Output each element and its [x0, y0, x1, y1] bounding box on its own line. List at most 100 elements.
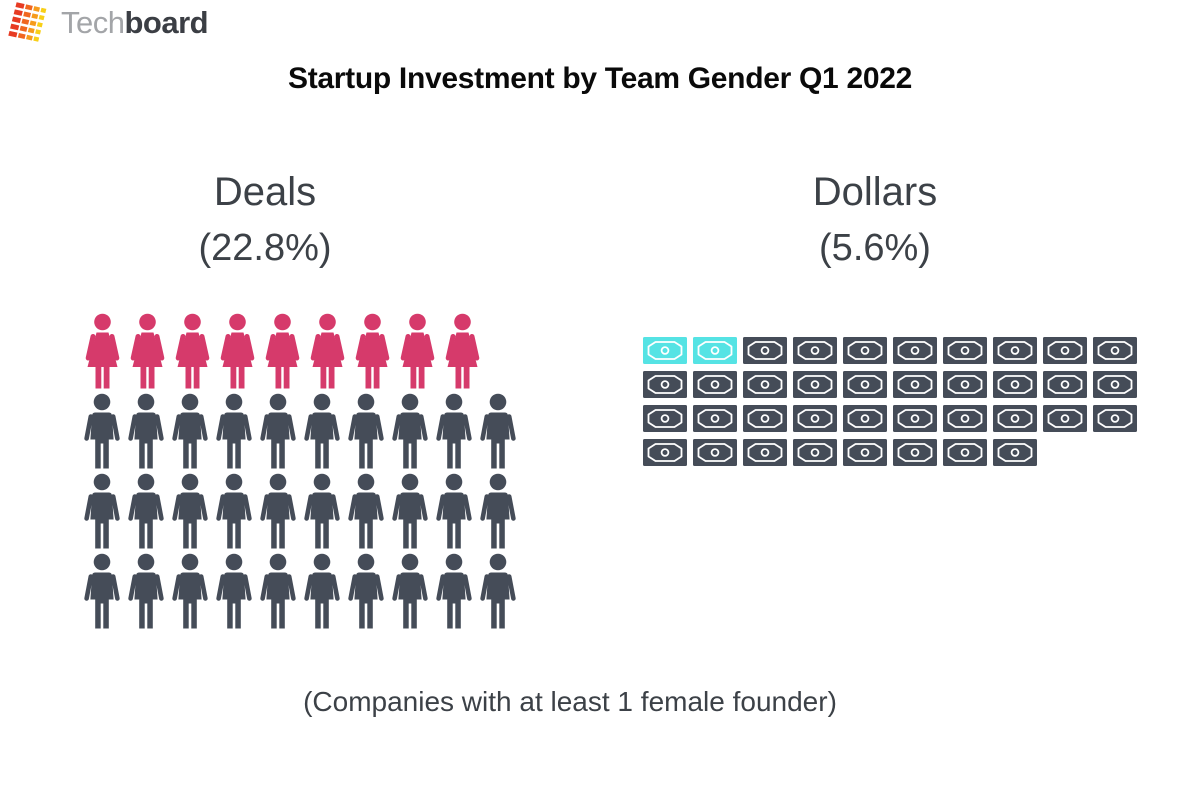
banknote-icon	[1093, 371, 1137, 398]
banknote-icon	[793, 371, 837, 398]
banknote-icon	[1043, 371, 1087, 398]
deals-label: Deals	[213, 170, 317, 214]
female-icon	[170, 313, 215, 391]
banknote-icon	[793, 405, 837, 432]
male-icon	[478, 473, 518, 551]
male-icon	[434, 553, 474, 631]
techboard-logo: Techboard	[8, 2, 209, 44]
male-icon	[346, 473, 386, 551]
banknote-icon	[843, 405, 887, 432]
male-icon	[302, 473, 342, 551]
banknote-icon	[893, 405, 937, 432]
male-icon	[258, 393, 298, 471]
female-icon	[395, 313, 440, 391]
dollars-pictogram	[640, 337, 1143, 466]
banknote-icon	[743, 337, 787, 364]
male-icon	[126, 553, 166, 631]
male-icon	[214, 553, 254, 631]
dollars-icon-row	[643, 439, 1143, 466]
banknote-icon	[993, 439, 1037, 466]
banknote-icon	[993, 337, 1037, 364]
banknote-icon	[1093, 405, 1137, 432]
banknote-icon	[693, 337, 737, 364]
banknote-icon	[1093, 337, 1137, 364]
banknote-icon	[893, 337, 937, 364]
female-icon	[350, 313, 395, 391]
female-icon	[215, 313, 260, 391]
male-icon	[170, 393, 210, 471]
logo-text-board: board	[124, 5, 209, 40]
dollars-icon-row	[643, 371, 1143, 398]
banknote-icon	[993, 405, 1037, 432]
banknote-icon	[1043, 405, 1087, 432]
chart-caption: (Companies with at least 1 female founde…	[303, 686, 837, 717]
male-icon	[390, 473, 430, 551]
deals-icon-row	[80, 473, 520, 551]
male-icon	[302, 393, 342, 471]
banknote-icon	[793, 337, 837, 364]
deals-icon-row	[80, 393, 520, 471]
deals-group: Deals (22.8%)	[80, 170, 520, 633]
deals-icon-row	[80, 553, 520, 631]
banknote-icon	[943, 405, 987, 432]
male-icon	[302, 553, 342, 631]
male-icon	[82, 473, 122, 551]
deals-icon-row	[80, 313, 520, 391]
techboard-logo-icon	[8, 2, 47, 42]
banknote-icon	[993, 371, 1037, 398]
banknote-icon	[943, 439, 987, 466]
banknote-icon	[893, 439, 937, 466]
banknote-icon	[743, 439, 787, 466]
male-icon	[126, 473, 166, 551]
banknote-icon	[643, 405, 687, 432]
male-icon	[346, 553, 386, 631]
banknote-icon	[843, 337, 887, 364]
male-icon	[126, 393, 166, 471]
dollars-percentage: (5.6%)	[819, 227, 931, 269]
male-icon	[478, 553, 518, 631]
banknote-icon	[843, 439, 887, 466]
male-icon	[390, 553, 430, 631]
techboard-logo-text: Techboard	[61, 2, 209, 44]
deals-percentage: (22.8%)	[198, 227, 332, 269]
banknote-icon	[743, 405, 787, 432]
male-icon	[170, 473, 210, 551]
banknote-icon	[643, 371, 687, 398]
male-icon	[434, 473, 474, 551]
male-icon	[258, 473, 298, 551]
dollars-icon-row	[643, 405, 1143, 432]
banknote-icon	[693, 371, 737, 398]
dollars-label: Dollars	[812, 170, 938, 214]
male-icon	[214, 473, 254, 551]
female-icon	[305, 313, 350, 391]
female-icon	[440, 313, 485, 391]
male-icon	[434, 393, 474, 471]
banknote-icon	[893, 371, 937, 398]
banknote-icon	[693, 405, 737, 432]
banknote-icon	[1043, 337, 1087, 364]
male-icon	[258, 553, 298, 631]
male-icon	[214, 393, 254, 471]
male-icon	[82, 393, 122, 471]
banknote-icon	[793, 439, 837, 466]
banknote-icon	[943, 371, 987, 398]
banknote-icon	[943, 337, 987, 364]
female-icon	[125, 313, 170, 391]
female-icon	[80, 313, 125, 391]
banknote-icon	[743, 371, 787, 398]
dollars-heading: Dollars (5.6%)	[640, 170, 1110, 270]
banknote-icon	[693, 439, 737, 466]
male-icon	[346, 393, 386, 471]
chart-title: Startup Investment by Team Gender Q1 202…	[287, 62, 913, 95]
dollars-icon-row	[643, 337, 1143, 364]
deals-heading: Deals (22.8%)	[80, 170, 450, 270]
male-icon	[170, 553, 210, 631]
male-icon	[82, 553, 122, 631]
male-icon	[478, 393, 518, 471]
banknote-icon	[643, 337, 687, 364]
dollars-group: Dollars (5.6%)	[640, 170, 1143, 473]
banknote-icon	[843, 371, 887, 398]
female-icon	[260, 313, 305, 391]
male-icon	[390, 393, 430, 471]
